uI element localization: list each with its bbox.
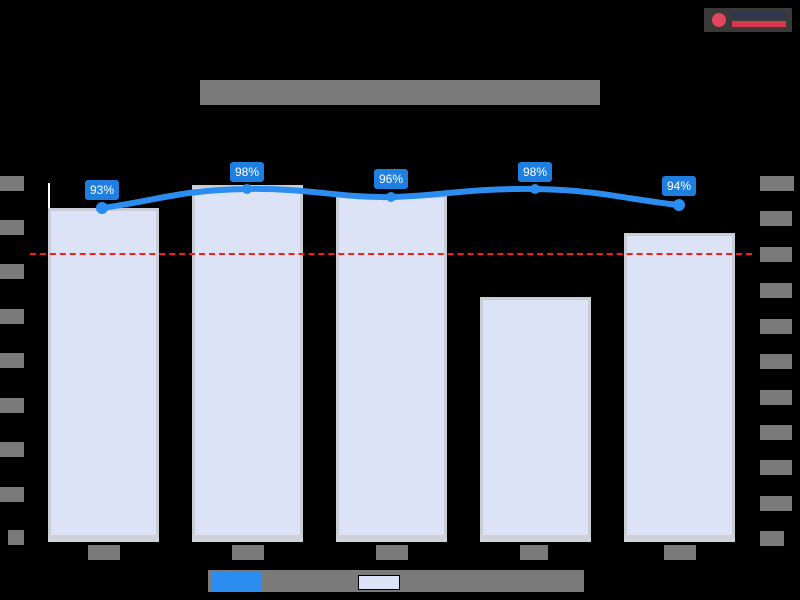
right-axis-label [760,460,792,475]
data-point [96,202,108,214]
left-axis-label [0,220,24,235]
right-axis-label [760,176,794,191]
left-axis-label [0,264,24,279]
left-axis-label [8,530,24,545]
logo-text-top [732,12,786,18]
left-axis-label [0,442,24,457]
x-axis-label [232,545,264,560]
data-label: 94% [661,176,697,196]
chart-title [200,80,600,105]
x-axis-label [664,545,696,560]
x-axis-label [376,545,408,560]
data-point [386,192,396,202]
bar-base [48,535,159,542]
logo-text-bottom [732,21,786,27]
legend-swatch-bar [358,575,400,590]
bar [336,195,447,535]
bar-base [336,535,447,542]
right-axis-label [760,531,784,546]
x-axis-label [520,545,548,560]
left-axis-label [0,309,24,324]
right-axis-label [760,496,792,511]
bar-base [624,535,735,542]
left-axis-label [0,487,24,502]
right-axis-label [760,390,792,405]
bar [48,208,159,535]
reference-line [30,253,752,255]
data-point [530,184,540,194]
left-axis-label [0,398,24,413]
legend-swatch-line [212,571,262,591]
left-axis-label [0,353,24,368]
legend [208,570,584,592]
right-axis-label [760,354,792,369]
right-axis-label [760,247,792,262]
right-axis-label [760,283,792,298]
data-label: 98% [517,162,553,182]
brand-logo [704,8,792,32]
left-axis-label [0,176,24,191]
logo-mark-icon [712,13,726,27]
bar [480,297,591,535]
data-label: 93% [84,180,120,200]
right-axis-label [760,211,792,226]
right-axis-label [760,319,792,334]
right-axis-label [760,425,792,440]
x-axis-label [88,545,120,560]
data-point [242,184,252,194]
data-label: 96% [373,169,409,189]
bar-base [480,535,591,542]
bar [624,233,735,535]
bar-base [192,535,303,542]
data-label: 98% [229,162,265,182]
data-point [673,199,685,211]
